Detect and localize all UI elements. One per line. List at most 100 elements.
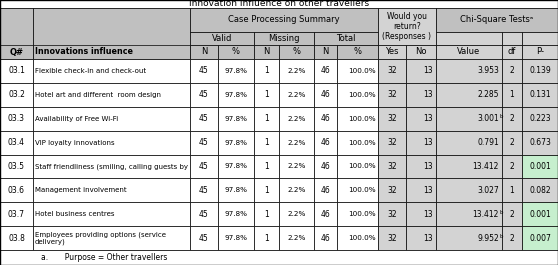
Text: 97.8%: 97.8% xyxy=(224,235,248,241)
Text: 32: 32 xyxy=(387,162,397,171)
Bar xyxy=(190,202,218,226)
Bar xyxy=(502,226,522,250)
Text: 0.001: 0.001 xyxy=(529,162,551,171)
Bar xyxy=(314,154,337,178)
Text: 13.412: 13.412 xyxy=(473,210,499,219)
Bar xyxy=(218,226,254,250)
Bar xyxy=(337,45,378,59)
Text: 100.0%: 100.0% xyxy=(348,68,376,74)
Text: 100.0%: 100.0% xyxy=(348,235,376,241)
Bar xyxy=(33,107,190,131)
Bar xyxy=(0,59,33,83)
Bar xyxy=(190,45,218,59)
Text: 03.5: 03.5 xyxy=(8,162,25,171)
Text: 46: 46 xyxy=(321,210,330,219)
Bar xyxy=(436,131,502,154)
Bar xyxy=(337,83,378,107)
Bar xyxy=(522,83,558,107)
Bar xyxy=(406,131,436,154)
Text: 32: 32 xyxy=(387,114,397,123)
Bar xyxy=(522,59,558,83)
Bar xyxy=(279,83,314,107)
Text: %: % xyxy=(292,47,301,56)
Bar xyxy=(406,45,436,59)
Bar xyxy=(337,107,378,131)
Bar xyxy=(314,226,337,250)
Bar xyxy=(0,226,33,250)
Text: 46: 46 xyxy=(321,233,330,242)
Text: 1: 1 xyxy=(264,162,269,171)
Bar xyxy=(337,202,378,226)
Text: 97.8%: 97.8% xyxy=(224,187,248,193)
Text: 13: 13 xyxy=(424,114,433,123)
Text: 1: 1 xyxy=(264,67,269,76)
Text: 32: 32 xyxy=(387,138,397,147)
Text: 97.8%: 97.8% xyxy=(224,140,248,145)
Bar xyxy=(279,202,314,226)
Text: 0.131: 0.131 xyxy=(529,90,551,99)
Bar xyxy=(33,202,190,226)
Bar xyxy=(190,83,218,107)
Text: Total: Total xyxy=(336,34,356,43)
Bar xyxy=(279,131,314,154)
Text: 2.285: 2.285 xyxy=(478,90,499,99)
Text: 03.3: 03.3 xyxy=(8,114,25,123)
Text: 46: 46 xyxy=(321,162,330,171)
Bar xyxy=(218,45,254,59)
Text: 13: 13 xyxy=(424,186,433,195)
Text: 9.952: 9.952 xyxy=(477,233,499,242)
Text: 1: 1 xyxy=(264,114,269,123)
Bar xyxy=(502,32,522,45)
Bar xyxy=(190,8,378,32)
Bar xyxy=(314,45,337,59)
Bar xyxy=(522,131,558,154)
Text: 97.8%: 97.8% xyxy=(224,211,248,217)
Bar xyxy=(33,59,190,83)
Bar xyxy=(190,59,218,83)
Text: 1: 1 xyxy=(509,90,514,99)
Text: 32: 32 xyxy=(387,186,397,195)
Bar xyxy=(254,131,279,154)
Bar xyxy=(33,45,190,59)
Text: 2: 2 xyxy=(509,114,514,123)
Bar xyxy=(436,32,502,45)
Bar xyxy=(522,32,558,45)
Text: 2.2%: 2.2% xyxy=(287,211,306,217)
Text: 0.791: 0.791 xyxy=(477,138,499,147)
Bar xyxy=(279,178,314,202)
Text: 100.0%: 100.0% xyxy=(348,164,376,169)
Bar xyxy=(502,131,522,154)
Bar xyxy=(0,0,558,8)
Text: 45: 45 xyxy=(199,186,209,195)
Bar xyxy=(436,8,558,32)
Bar xyxy=(33,226,190,250)
Bar xyxy=(279,154,314,178)
Text: 100.0%: 100.0% xyxy=(348,187,376,193)
Text: 13: 13 xyxy=(424,90,433,99)
Text: 97.8%: 97.8% xyxy=(224,164,248,169)
Bar xyxy=(406,154,436,178)
Text: 1: 1 xyxy=(264,186,269,195)
Bar xyxy=(33,83,190,107)
Text: 2.2%: 2.2% xyxy=(287,140,306,145)
Bar xyxy=(436,178,502,202)
Bar xyxy=(406,59,436,83)
Text: 0.139: 0.139 xyxy=(529,67,551,76)
Text: 3.027: 3.027 xyxy=(477,186,499,195)
Text: 46: 46 xyxy=(321,90,330,99)
Bar xyxy=(436,59,502,83)
Bar xyxy=(314,131,337,154)
Text: 1: 1 xyxy=(264,233,269,242)
Bar xyxy=(522,202,558,226)
Bar xyxy=(406,226,436,250)
Bar xyxy=(337,178,378,202)
Bar xyxy=(502,45,522,59)
Bar xyxy=(522,107,558,131)
Bar xyxy=(436,83,502,107)
Bar xyxy=(378,202,406,226)
Text: 32: 32 xyxy=(387,90,397,99)
Text: 97.8%: 97.8% xyxy=(224,68,248,74)
Bar xyxy=(254,107,279,131)
Text: 2.2%: 2.2% xyxy=(287,68,306,74)
Text: 2.2%: 2.2% xyxy=(287,164,306,169)
